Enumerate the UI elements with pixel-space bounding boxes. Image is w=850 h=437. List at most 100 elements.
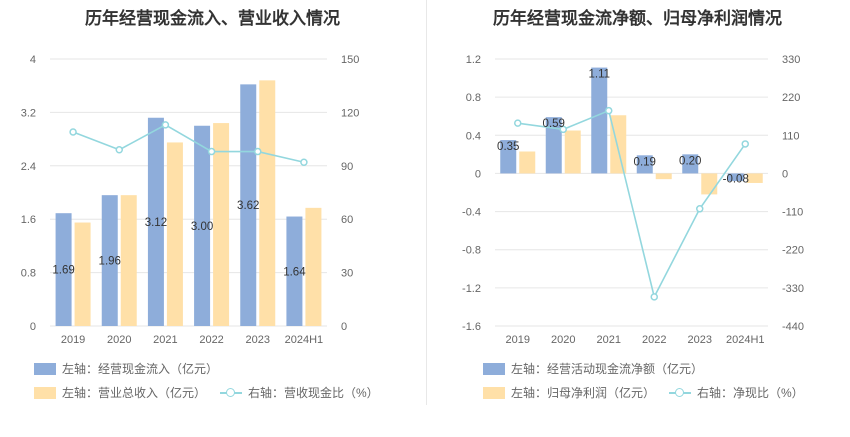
chart-title: 历年经营现金流入、营业收入情况	[85, 9, 340, 28]
ratio-point	[115, 146, 123, 154]
bar-secondary	[259, 80, 276, 326]
category-tick: 2020	[551, 334, 575, 346]
left-axis-tick: 0	[30, 321, 36, 333]
ratio-point	[650, 293, 658, 301]
legend-line-swatch	[669, 387, 692, 399]
ratio-point	[605, 106, 613, 115]
ratio-point	[300, 158, 308, 166]
bar-primary	[500, 140, 517, 174]
ratio-point	[69, 128, 77, 136]
left-axis-tick: 0.8	[21, 268, 36, 280]
right-axis-tick: 0	[341, 321, 347, 333]
right-axis-tick: 90	[341, 161, 353, 173]
data-label: 3.62	[237, 200, 259, 212]
left-axis-tick: -0.8	[462, 245, 481, 257]
bar-secondary	[701, 173, 718, 195]
bar-primary	[147, 117, 164, 327]
ratio-line	[517, 109, 746, 300]
category-tick: 2024H1	[726, 334, 765, 346]
bar-secondary	[610, 115, 627, 174]
legend-item-net-cash-ratio[interactable]: 右轴：净现比（%）	[669, 384, 804, 401]
data-label: -0.08	[723, 173, 749, 185]
bar-primary	[286, 216, 303, 326]
left-axis-tick: 0.4	[466, 130, 481, 142]
right-axis-tick: 150	[341, 54, 359, 66]
bar-secondary	[655, 173, 672, 180]
left-axis-tick: 3.2	[21, 107, 36, 119]
left-axis-tick: 1.6	[21, 214, 36, 226]
data-label: 1.96	[99, 256, 121, 268]
category-tick: 2024H1	[285, 334, 324, 346]
data-label: 0.20	[679, 155, 701, 167]
bar-secondary	[564, 130, 581, 174]
legend-row-1: 左轴：经营现金流入（亿元）	[34, 360, 232, 377]
legend-row-2: 左轴：营业总收入（亿元） 右轴：营收现金比（%）	[34, 384, 393, 401]
category-tick: 2019	[61, 334, 85, 346]
cashflow-revenue-chart: 历年经营现金流入、营业收入情况 0 0 0.8 30 1.6 60 2.4 90 3.2 120 4…	[21, 9, 393, 401]
ratio-line	[72, 123, 305, 164]
netcash-profit-plot: -1.6 -440 -1.2 -330 -0.8 -220 -0.4 -110 0 0 0.4 110…	[462, 54, 804, 346]
legend-swatch-secondary	[34, 386, 56, 399]
ratio-point	[254, 147, 262, 156]
left-axis-tick: -1.2	[462, 283, 481, 295]
legend-row-2: 左轴：归母净利润（亿元） 右轴：净现比（%）	[483, 384, 818, 401]
bar-secondary	[213, 123, 230, 326]
data-label: 3.00	[191, 221, 213, 233]
right-axis-tick: 0	[782, 168, 788, 180]
bar-primary	[55, 213, 72, 326]
bar-primary	[240, 84, 257, 327]
left-axis-tick: 0.8	[466, 92, 481, 104]
legend-label: 右轴：营收现金比（%）	[248, 386, 379, 400]
ratio-point	[559, 125, 567, 134]
category-tick: 2021	[597, 334, 621, 346]
bar-primary	[727, 173, 744, 182]
data-label: 3.12	[145, 217, 167, 229]
right-axis-tick: 120	[341, 107, 359, 119]
data-label: 0.19	[634, 156, 656, 168]
legend-item-revenue[interactable]: 左轴：营业总收入（亿元）	[34, 384, 206, 401]
left-axis-tick: -0.4	[462, 207, 481, 219]
bar-primary	[101, 195, 118, 326]
panel-divider	[426, 0, 427, 405]
category-tick: 2023	[246, 334, 270, 346]
legend-label: 左轴：经营现金流入（亿元）	[62, 362, 219, 376]
data-label: 1.64	[283, 266, 306, 278]
legend-label: 左轴：经营活动现金流净额（亿元）	[511, 362, 704, 376]
bar-secondary	[120, 195, 137, 326]
left-axis-tick: 4	[30, 54, 36, 66]
bar-primary	[682, 154, 699, 174]
legend-swatch-primary	[34, 362, 56, 375]
ratio-point	[514, 119, 522, 127]
data-label: 0.35	[497, 141, 519, 153]
bar-secondary	[305, 207, 322, 326]
bar-primary	[545, 117, 562, 174]
left-axis-tick: 2.4	[21, 161, 36, 173]
legend-label: 右轴：净现比（%）	[697, 386, 804, 400]
category-tick: 2022	[199, 334, 223, 346]
category-tick: 2022	[642, 334, 666, 346]
left-axis-tick: -1.6	[462, 321, 481, 333]
legend-label: 左轴：营业总收入（亿元）	[62, 386, 207, 400]
legend-line-swatch	[220, 387, 243, 399]
right-axis-tick: -110	[782, 207, 803, 219]
category-tick: 2021	[153, 334, 177, 346]
bar-secondary	[746, 173, 763, 183]
bar-secondary	[519, 151, 536, 174]
cashflow-revenue-plot: 0 0 0.8 30 1.6 60 2.4 90 3.2 120 4 150 2019 2020 2021 2…	[21, 54, 360, 346]
bar-primary	[636, 155, 653, 174]
bar-secondary	[74, 222, 91, 326]
netcash-profit-chart: 历年经营现金流净额、归母净利润情况 -1.6 -440 -1.2 -330 -0.8 -2…	[425, 0, 850, 437]
legend-row-1: 左轴：经营活动现金流净额（亿元）	[483, 360, 717, 377]
legend-item-net-profit[interactable]: 左轴：归母净利润（亿元）	[483, 384, 655, 401]
legend-item-net-cashflow[interactable]: 左轴：经营活动现金流净额（亿元）	[483, 360, 703, 377]
data-label: 0.59	[543, 118, 565, 130]
legend-item-revenue-cash-ratio[interactable]: 右轴：营收现金比（%）	[220, 384, 379, 401]
right-axis-tick: -220	[782, 245, 804, 257]
category-tick: 2023	[688, 334, 712, 346]
data-label: 1.69	[52, 265, 74, 277]
right-axis-tick: -440	[782, 321, 804, 333]
right-axis-tick: 330	[782, 54, 800, 66]
legend-item-cash-inflow[interactable]: 左轴：经营现金流入（亿元）	[34, 360, 218, 377]
ratio-point	[161, 121, 170, 129]
bar-primary	[194, 125, 211, 326]
